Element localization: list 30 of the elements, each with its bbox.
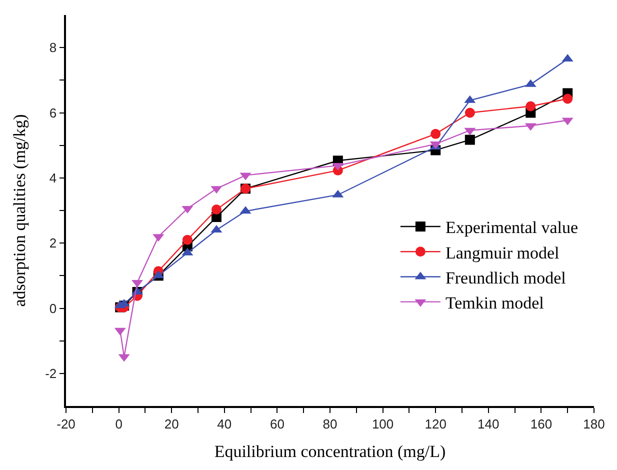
y-tick-label: 2 bbox=[49, 236, 57, 251]
y-tick-label: 0 bbox=[49, 300, 57, 316]
x-tick-label: 0 bbox=[115, 416, 122, 432]
legend-label: Freundlich model bbox=[445, 268, 566, 288]
x-axis-title: Equilibrium concentration (mg/L) bbox=[214, 442, 446, 462]
point bbox=[562, 94, 573, 104]
y-tick-label: 6 bbox=[49, 105, 57, 120]
y-tick-label: 8 bbox=[49, 40, 57, 56]
legend-label: Langmuir model bbox=[445, 243, 560, 262]
y-tick-label: -2 bbox=[45, 366, 57, 381]
y-tick-label: 4 bbox=[49, 170, 57, 186]
x-tick-label: 180 bbox=[583, 416, 605, 432]
point bbox=[430, 128, 441, 139]
legend-label: Experimental value bbox=[445, 218, 578, 238]
x-tick-label: 140 bbox=[478, 416, 500, 432]
x-tick-label: 120 bbox=[424, 416, 446, 432]
point bbox=[211, 204, 222, 215]
x-tick-label: -20 bbox=[56, 416, 76, 432]
point bbox=[464, 108, 475, 118]
point bbox=[182, 234, 192, 245]
x-tick-label: 20 bbox=[164, 416, 179, 432]
x-tick-label: 80 bbox=[322, 416, 338, 432]
x-tick-label: 160 bbox=[530, 416, 552, 432]
point bbox=[526, 101, 536, 112]
legend-label: Temkin model bbox=[445, 293, 544, 312]
point bbox=[464, 134, 475, 145]
x-tick-label: 40 bbox=[217, 416, 232, 432]
y-axis-title: adsorption qualities (mg/kg) bbox=[10, 114, 30, 307]
x-tick-label: 100 bbox=[372, 416, 394, 432]
x-tick-label: 60 bbox=[270, 416, 284, 432]
